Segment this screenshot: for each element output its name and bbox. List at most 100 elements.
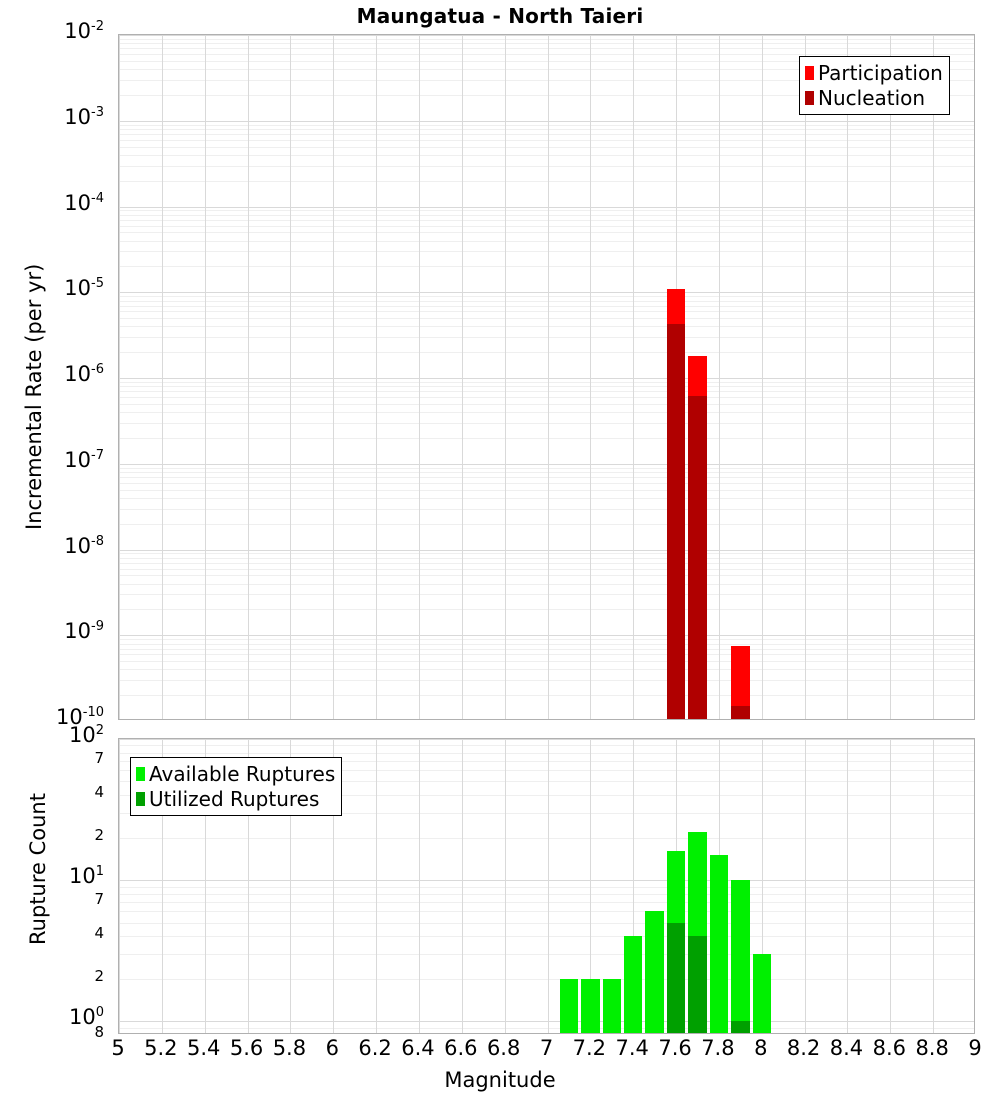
- x-tick-label: 8.8: [915, 1036, 949, 1060]
- gridline-vertical: [376, 35, 377, 719]
- gridline-major: [119, 1021, 974, 1022]
- y-tick-label: 10-6: [64, 362, 104, 386]
- x-tick-label: 6.2: [358, 1036, 392, 1060]
- gridline-minor: [119, 911, 974, 912]
- gridline-minor: [119, 594, 974, 595]
- gridline-minor: [119, 838, 974, 839]
- gridline-minor: [119, 649, 974, 650]
- gridline-vertical: [590, 739, 591, 1033]
- top-panel-plot-area: [118, 34, 975, 720]
- bottom-panel-bars: [119, 739, 974, 1033]
- gridline-minor: [119, 61, 974, 62]
- x-tick-label: 6.4: [401, 1036, 435, 1060]
- gridline-minor: [119, 95, 974, 96]
- gridline-vertical: [805, 739, 806, 1033]
- gridline-vertical: [847, 35, 848, 719]
- gridline-minor: [119, 923, 974, 924]
- gridline-major: [119, 292, 974, 293]
- gridline-minor: [119, 894, 974, 895]
- bottom-panel-gridlines: [119, 739, 974, 1033]
- gridline-minor: [119, 306, 974, 307]
- gridline-vertical: [762, 739, 763, 1033]
- gridline-minor: [119, 155, 974, 156]
- x-tick-label: 6.6: [444, 1036, 478, 1060]
- gridline-vertical: [205, 35, 206, 719]
- gridline-minor: [119, 311, 974, 312]
- y-tick-label: 102: [68, 723, 104, 747]
- gridline-minor: [119, 296, 974, 297]
- legend-swatch-available-ruptures: [136, 766, 145, 781]
- gridline-vertical: [933, 35, 934, 719]
- gridline-minor: [119, 936, 974, 937]
- gridline-minor: [119, 524, 974, 525]
- gridline-vertical: [805, 35, 806, 719]
- gridline-vertical: [890, 35, 891, 719]
- gridline-vertical: [933, 739, 934, 1033]
- legend-item-utilized-ruptures: Utilized Ruptures: [136, 786, 335, 811]
- gridline-minor: [119, 134, 974, 135]
- gridline-vertical: [119, 739, 120, 1033]
- gridline-major: [119, 207, 974, 208]
- gridline-minor: [119, 397, 974, 398]
- legend-swatch-nucleation: [805, 90, 814, 105]
- bar-utilized-ruptures: [731, 1021, 750, 1033]
- bar-available-ruptures: [709, 855, 729, 1033]
- gridline-vertical: [162, 739, 163, 1033]
- y-tick-label: 10-10: [56, 705, 104, 729]
- y-tick-label: 10-2: [64, 19, 104, 43]
- x-tick-label: 7.2: [572, 1036, 607, 1060]
- gridline-vertical: [762, 35, 763, 719]
- gridline-major: [119, 464, 974, 465]
- gridline-major: [119, 121, 974, 122]
- gridline-minor: [119, 753, 974, 754]
- gridline-minor: [119, 1028, 974, 1029]
- x-tick-label: 5.8: [272, 1036, 307, 1060]
- x-tick-label: 9: [968, 1036, 982, 1060]
- y-tick-label: 101: [68, 864, 104, 889]
- gridline-minor: [119, 468, 974, 469]
- gridline-vertical: [248, 35, 249, 719]
- gridline-minor: [119, 251, 974, 252]
- legend-label-nucleation: Nucleation: [818, 85, 926, 110]
- y-tick-label: 4: [94, 783, 104, 802]
- gridline-vertical: [548, 35, 549, 719]
- legend-item-nucleation: Nucleation: [805, 85, 943, 110]
- gridline-minor: [119, 326, 974, 327]
- top-panel-bars: [119, 35, 974, 719]
- gridline-minor: [119, 654, 974, 655]
- gridline-minor: [119, 695, 974, 696]
- bottom-panel-legend: Available Ruptures Utilized Ruptures: [130, 757, 343, 816]
- gridline-major: [119, 35, 974, 36]
- gridline-minor: [119, 352, 974, 353]
- bar-utilized-ruptures: [688, 936, 707, 1033]
- gridline-minor: [119, 43, 974, 44]
- gridline-minor: [119, 795, 974, 796]
- x-tick-label: 7.8: [701, 1036, 735, 1060]
- gridline-minor: [119, 781, 974, 782]
- bottom-panel-y-axis-title: Rupture Count: [26, 793, 50, 945]
- gridline-vertical: [290, 35, 291, 719]
- y-tick-label: 4: [94, 924, 104, 943]
- y-tick-label: 10-4: [64, 190, 104, 215]
- top-panel-legend: Participation Nucleation: [799, 56, 950, 115]
- gridline-minor: [119, 644, 974, 645]
- gridline-minor: [119, 391, 974, 392]
- gridline-minor: [119, 887, 974, 888]
- gridline-minor: [119, 54, 974, 55]
- bar-nucleation: [731, 705, 750, 719]
- gridline-minor: [119, 509, 974, 510]
- legend-label-available-ruptures: Available Ruptures: [149, 761, 336, 786]
- x-tick-label: 7.6: [658, 1036, 692, 1060]
- gridline-vertical: [462, 739, 463, 1033]
- gridline-minor: [119, 232, 974, 233]
- legend-swatch-participation: [805, 65, 814, 80]
- gridline-vertical: [590, 35, 591, 719]
- gridline-minor: [119, 979, 974, 980]
- gridline-minor: [119, 337, 974, 338]
- gridline-minor: [119, 483, 974, 484]
- y-tick-label: 100: [68, 1005, 104, 1030]
- gridline-vertical: [505, 739, 506, 1033]
- gridline-vertical: [248, 739, 249, 1033]
- gridline-vertical: [162, 35, 163, 719]
